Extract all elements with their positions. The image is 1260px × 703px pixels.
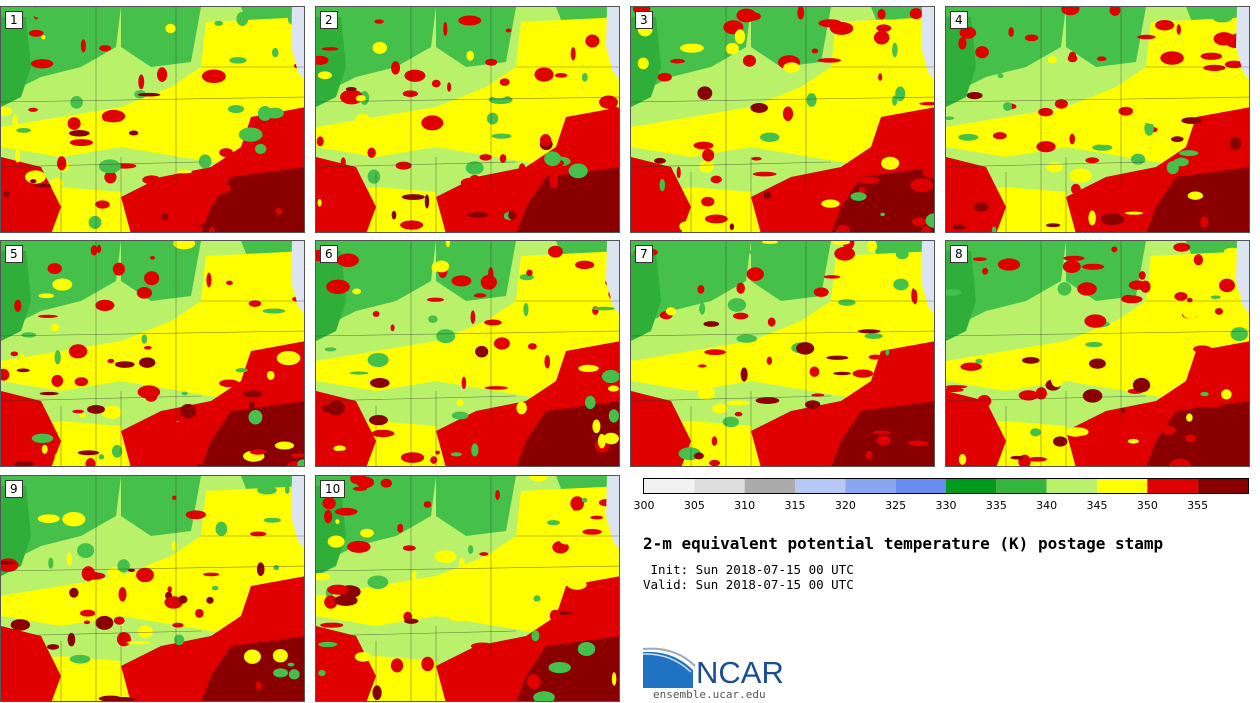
colorbar-tick-label: 325 xyxy=(885,499,907,512)
colorbar-swatch xyxy=(795,479,846,493)
map-field xyxy=(316,241,619,466)
member-panel-8: 8 xyxy=(945,240,1250,467)
map-field xyxy=(631,241,934,466)
map-field xyxy=(631,7,934,232)
colorbar-tick-label: 315 xyxy=(784,499,806,512)
panel-number: 7 xyxy=(635,245,653,263)
colorbar-tick-label: 345 xyxy=(1086,499,1108,512)
member-panel-10: 10 xyxy=(315,475,620,702)
map-field xyxy=(1,241,304,466)
colorbar-tick-label: 355 xyxy=(1187,499,1209,512)
colorbar-tick-label: 320 xyxy=(834,499,856,512)
member-panel-7: 7 xyxy=(630,240,935,467)
panel-number: 9 xyxy=(5,480,23,498)
member-panel-3: 3 xyxy=(630,6,935,233)
map-field xyxy=(1,476,304,701)
member-panel-4: 4 xyxy=(945,6,1250,233)
map-field xyxy=(946,7,1249,232)
colorbar-swatch xyxy=(1046,479,1097,493)
map-field xyxy=(316,7,619,232)
colorbar-swatch xyxy=(1147,479,1198,493)
panel-number: 1 xyxy=(5,11,23,29)
member-panel-9: 9 xyxy=(0,475,305,702)
colorbar-swatch xyxy=(845,479,896,493)
member-panel-1: 1 xyxy=(0,6,305,233)
colorbar-tick-label: 300 xyxy=(633,499,655,512)
map-field xyxy=(316,476,619,701)
member-panel-2: 2 xyxy=(315,6,620,233)
colorbar-swatch xyxy=(946,479,997,493)
colorbar-tick-label: 310 xyxy=(734,499,756,512)
ncar-logo-icon xyxy=(643,647,696,688)
panel-number: 5 xyxy=(5,245,23,263)
logo-url: ensemble.ucar.edu xyxy=(653,688,766,701)
colorbar-swatch xyxy=(895,479,946,493)
colorbar-swatch xyxy=(996,479,1047,493)
colorbar-swatch xyxy=(694,479,745,493)
logo-text: NCAR xyxy=(696,655,784,690)
colorbar-tick-label: 340 xyxy=(1036,499,1058,512)
panel-number: 4 xyxy=(950,11,968,29)
panel-number: 2 xyxy=(320,11,338,29)
valid-time: Valid: Sun 2018-07-15 00 UTC xyxy=(643,577,854,592)
panel-number: 10 xyxy=(320,480,346,498)
panel-number: 6 xyxy=(320,245,338,263)
map-field xyxy=(1,7,304,232)
colorbar xyxy=(643,478,1249,494)
map-title: 2-m equivalent potential temperature (K)… xyxy=(643,534,1164,553)
colorbar-swatch xyxy=(1197,479,1248,493)
colorbar-tick-label: 330 xyxy=(935,499,957,512)
colorbar-swatch xyxy=(744,479,795,493)
map-field xyxy=(946,241,1249,466)
colorbar-swatch xyxy=(644,479,695,493)
member-panel-6: 6 xyxy=(315,240,620,467)
member-panel-5: 5 xyxy=(0,240,305,467)
colorbar-tick-label: 335 xyxy=(985,499,1007,512)
colorbar-tick-label: 305 xyxy=(683,499,705,512)
colorbar-tick-label: 350 xyxy=(1136,499,1158,512)
panel-number: 8 xyxy=(950,245,968,263)
panel-number: 3 xyxy=(635,11,653,29)
init-time: Init: Sun 2018-07-15 00 UTC xyxy=(643,562,854,577)
colorbar-swatch xyxy=(1097,479,1148,493)
